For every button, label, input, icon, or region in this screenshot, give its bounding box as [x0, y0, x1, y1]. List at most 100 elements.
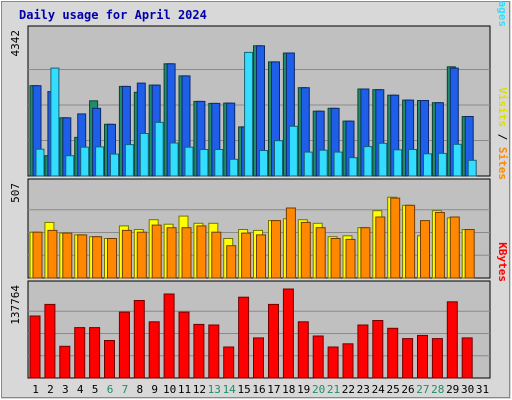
x-tick-label-19: 19: [297, 383, 310, 396]
bar-pages-day-18: [288, 125, 298, 177]
bar-sites-day-29: [449, 216, 460, 279]
x-tick-label-20: 20: [312, 383, 325, 396]
bar-sites-day-23: [360, 227, 371, 279]
x-tick-label-18: 18: [282, 383, 295, 396]
x-tick-label-30: 30: [461, 383, 474, 396]
x-tick-label-14: 14: [223, 383, 237, 396]
bar-pages-day-28: [437, 152, 447, 177]
legends-group: Hits / Files / Pages Visits / Sites KBytes: [496, 0, 509, 282]
bar-kbytes-day-19: [297, 321, 309, 379]
bar-sites-day-20: [315, 227, 326, 279]
x-tick-label-8: 8: [136, 383, 143, 396]
x-tick-label-11: 11: [178, 383, 191, 396]
bar-sites-day-7: [121, 229, 132, 279]
bar-sites-day-16: [256, 234, 266, 279]
bar-pages-day-30: [467, 159, 477, 177]
bar-sites-day-8: [136, 231, 147, 279]
bar-sites-day-24: [375, 216, 386, 279]
bar-pages-day-26: [408, 149, 418, 177]
bar-pages-day-13: [214, 149, 224, 177]
bar-sites-day-2: [47, 229, 58, 279]
legend-3: KBytes: [496, 242, 509, 282]
x-tick-label-23: 23: [357, 383, 370, 396]
bar-sites-day-19: [300, 221, 311, 279]
bar-sites-day-13: [211, 231, 222, 279]
x-tick-label-1: 1: [32, 383, 39, 396]
bar-sites-day-15: [241, 232, 252, 279]
bar-kbytes-day-28: [431, 338, 443, 379]
legend-entry-sites: Sites: [496, 147, 509, 180]
bar-pages-day-12: [199, 149, 209, 177]
bar-pages-day-15: [244, 51, 254, 177]
bar-kbytes-day-20: [312, 335, 324, 379]
bar-pages-day-11: [184, 146, 194, 177]
x-tick-label-26: 26: [401, 383, 414, 396]
bar-pages-day-16: [259, 150, 268, 177]
y-max-label-3: 137764: [9, 285, 22, 325]
bar-kbytes-day-15: [238, 296, 250, 379]
chart-title: Daily usage for April 2024: [19, 8, 207, 22]
bar-pages-day-3: [65, 155, 75, 177]
x-tick-label-7: 7: [122, 383, 129, 396]
bar-kbytes-day-13: [208, 324, 220, 379]
legend-entry-pages: Pages: [496, 0, 509, 27]
bar-pages-day-27: [423, 153, 432, 177]
x-tick-label-22: 22: [342, 383, 355, 396]
bar-pages-day-25: [393, 149, 403, 177]
bar-kbytes-day-6: [104, 340, 115, 379]
bar-kbytes-day-1: [29, 315, 41, 379]
bar-sites-day-14: [226, 245, 237, 279]
bar-kbytes-day-2: [44, 303, 56, 379]
bar-pages-day-5: [95, 146, 105, 177]
bar-sites-day-4: [77, 234, 88, 279]
x-tick-label-15: 15: [237, 383, 250, 396]
bar-kbytes-day-30: [461, 337, 473, 379]
x-tick-label-29: 29: [446, 383, 459, 396]
y-max-label-1: 4342: [9, 30, 22, 57]
bar-sites-day-5: [92, 236, 103, 279]
x-tick-label-31: 31: [476, 383, 489, 396]
bar-sites-day-27: [420, 220, 430, 279]
x-tick-label-3: 3: [62, 383, 69, 396]
legend-separator: /: [496, 127, 509, 147]
y-axis-labels: 4342 507 137764: [9, 30, 22, 325]
bar-pages-day-21: [333, 151, 343, 177]
x-tick-label-28: 28: [431, 383, 444, 396]
x-tick-label-12: 12: [193, 383, 206, 396]
bar-kbytes-day-24: [372, 320, 384, 379]
bar-pages-day-1: [35, 148, 45, 177]
bar-sites-day-6: [107, 238, 117, 279]
x-tick-label-25: 25: [386, 383, 399, 396]
bar-kbytes-day-14: [223, 346, 235, 379]
bar-pages-day-22: [348, 157, 358, 177]
bar-pages-day-23: [363, 146, 373, 177]
bar-kbytes-day-10: [163, 293, 175, 379]
legend-entry-kbytes: KBytes: [496, 242, 509, 282]
bar-pages-day-9: [154, 121, 164, 177]
bar-pages-day-24: [378, 142, 388, 177]
legend-entry-visits: Visits: [496, 87, 509, 127]
bar-sites-day-22: [345, 238, 356, 279]
x-tick-label-2: 2: [47, 383, 54, 396]
legend-1: Hits / Files / Pages: [496, 0, 509, 27]
x-tick-label-16: 16: [252, 383, 265, 396]
legend-2: Visits / Sites: [496, 87, 509, 180]
bar-kbytes-day-5: [89, 327, 101, 379]
bar-kbytes-day-7: [118, 311, 130, 379]
bar-kbytes-day-9: [148, 321, 160, 379]
bar-pages-day-10: [169, 142, 179, 177]
bar-sites-day-26: [405, 204, 416, 279]
bar-pages-day-29: [452, 143, 462, 177]
bar-kbytes-day-26: [402, 338, 414, 379]
x-tick-label-6: 6: [107, 383, 114, 396]
x-tick-label-27: 27: [416, 383, 429, 396]
bar-kbytes-day-12: [193, 323, 205, 379]
bar-sites-day-30: [464, 229, 475, 279]
bar-kbytes-day-16: [253, 337, 264, 379]
bar-kbytes-day-18: [282, 288, 294, 379]
bar-sites-day-21: [330, 238, 341, 279]
x-tick-label-21: 21: [327, 383, 340, 396]
bar-kbytes-day-25: [387, 327, 399, 379]
